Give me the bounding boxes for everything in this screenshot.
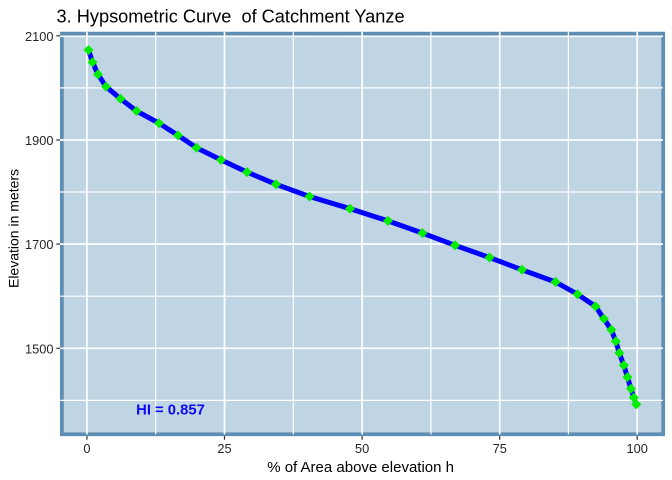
svg-text:1900: 1900 [25,133,53,148]
svg-text:0: 0 [83,441,90,456]
svg-text:HI = 0.857: HI = 0.857 [136,403,205,419]
svg-text:75: 75 [493,441,507,456]
svg-text:25: 25 [217,441,231,456]
svg-text:50: 50 [355,441,369,456]
svg-text:2100: 2100 [25,29,53,44]
svg-text:1500: 1500 [25,341,53,356]
svg-text:1700: 1700 [25,237,53,252]
svg-text:Elevation in meters: Elevation in meters [5,169,21,288]
svg-text:3. Hypsometric Curve of Catch: 3. Hypsometric Curve of Catchment Yanze [57,6,405,26]
svg-text:100: 100 [627,441,648,456]
svg-text:% of Area above elevation h: % of Area above elevation h [267,459,454,476]
